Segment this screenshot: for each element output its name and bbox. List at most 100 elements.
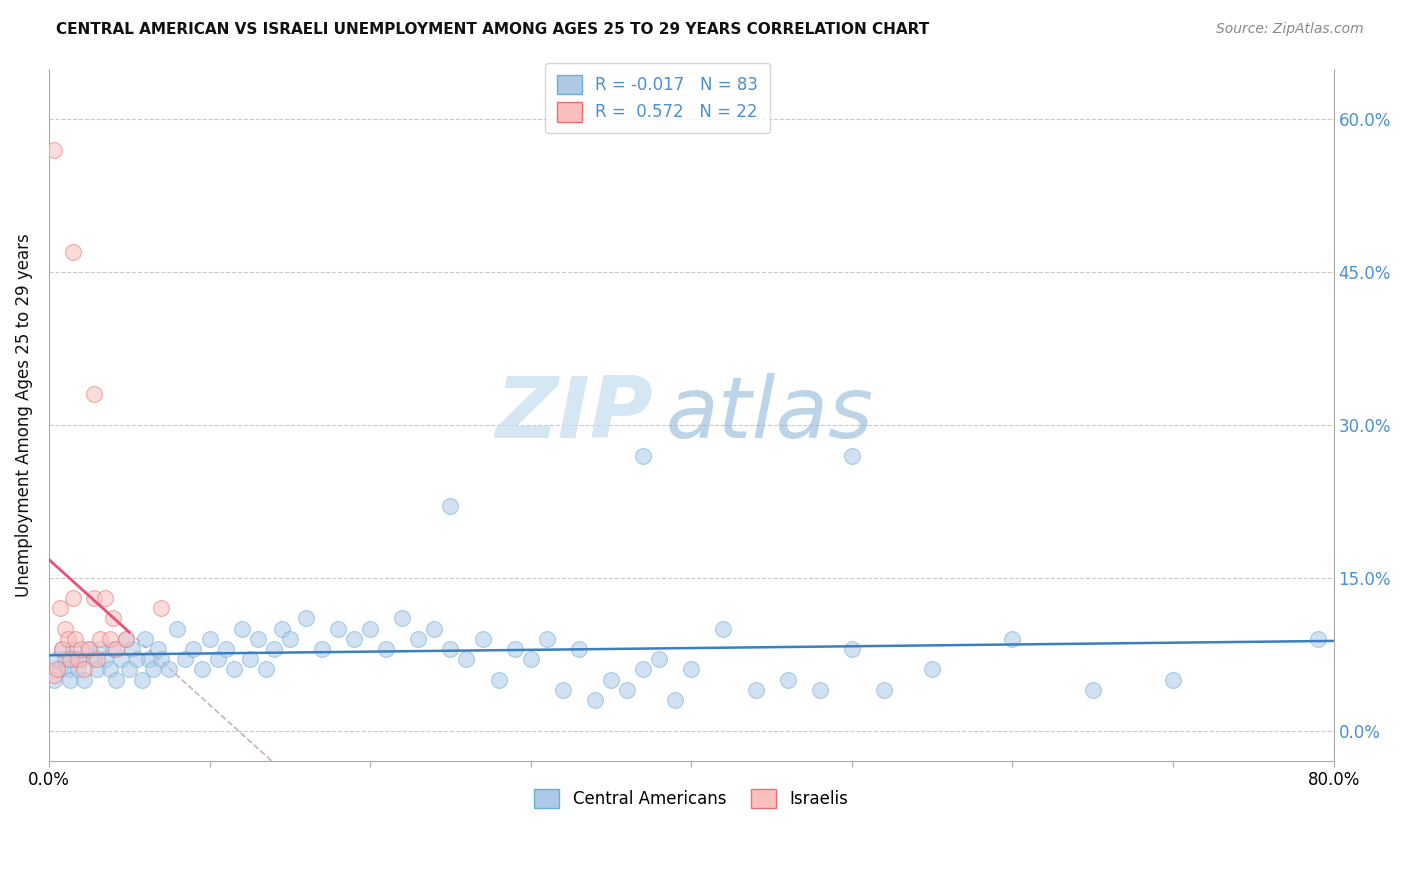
Point [873, 682, 896, 697]
Point [138, 652, 160, 666]
Point [157, 662, 180, 676]
Point [423, 622, 446, 636]
Point [270, 622, 292, 636]
Point [551, 682, 574, 697]
Point [311, 642, 333, 657]
Point [86, 652, 108, 666]
Point [63, 652, 86, 666]
Point [439, 500, 461, 514]
Point [121, 642, 143, 657]
Point [103, 611, 125, 625]
Point [73, 662, 96, 676]
Point [439, 642, 461, 657]
Point [58, 662, 80, 676]
Point [1161, 673, 1184, 687]
Point [583, 693, 606, 707]
Point [536, 632, 558, 646]
Point [94, 591, 117, 606]
Point [207, 652, 229, 666]
Point [62, 591, 84, 606]
Point [841, 642, 863, 657]
Point [49, 601, 72, 615]
Point [190, 662, 212, 676]
Point [73, 673, 96, 687]
Point [263, 642, 285, 657]
Point [246, 632, 269, 646]
Point [83, 387, 105, 401]
Point [359, 622, 381, 636]
Point [70, 642, 93, 657]
Point [66, 662, 89, 676]
Point [198, 632, 221, 646]
Point [1306, 632, 1329, 646]
Point [231, 622, 253, 636]
Point [391, 611, 413, 625]
Point [631, 449, 654, 463]
Point [110, 652, 132, 666]
Point [42, 673, 65, 687]
Point [166, 622, 188, 636]
Point [83, 652, 105, 666]
Point [150, 652, 173, 666]
Point [77, 642, 100, 657]
Point [503, 642, 526, 657]
Point [127, 652, 149, 666]
Point [664, 693, 686, 707]
Point [105, 642, 128, 657]
Point [921, 662, 943, 676]
Point [46, 662, 69, 676]
Point [841, 449, 863, 463]
Point [46, 652, 69, 666]
Point [744, 682, 766, 697]
Point [254, 662, 277, 676]
Point [326, 622, 349, 636]
Point [295, 611, 318, 625]
Point [134, 632, 156, 646]
Point [58, 632, 80, 646]
Point [600, 673, 623, 687]
Legend: Central Americans, Israelis: Central Americans, Israelis [527, 782, 855, 815]
Point [86, 662, 108, 676]
Text: Source: ZipAtlas.com: Source: ZipAtlas.com [1216, 22, 1364, 37]
Point [53, 622, 76, 636]
Point [98, 662, 121, 676]
Point [51, 642, 73, 657]
Point [94, 652, 117, 666]
Point [62, 642, 84, 657]
Point [808, 682, 831, 697]
Point [1001, 632, 1024, 646]
Point [51, 642, 73, 657]
Point [375, 642, 398, 657]
Point [77, 642, 100, 657]
Point [105, 673, 128, 687]
Point [214, 642, 236, 657]
Point [131, 673, 153, 687]
Point [488, 673, 510, 687]
Y-axis label: Unemployment Among Ages 25 to 29 years: Unemployment Among Ages 25 to 29 years [15, 233, 32, 597]
Point [174, 652, 197, 666]
Point [42, 143, 65, 157]
Point [408, 632, 430, 646]
Point [103, 642, 125, 657]
Point [142, 662, 165, 676]
Text: CENTRAL AMERICAN VS ISRAELI UNEMPLOYMENT AMONG AGES 25 TO 29 YEARS CORRELATION C: CENTRAL AMERICAN VS ISRAELI UNEMPLOYMENT… [56, 22, 929, 37]
Point [519, 652, 541, 666]
Point [66, 652, 89, 666]
Point [70, 652, 93, 666]
Point [222, 662, 245, 676]
Point [62, 244, 84, 259]
Point [471, 632, 494, 646]
Point [53, 652, 76, 666]
Point [776, 673, 799, 687]
Point [89, 642, 111, 657]
Point [146, 642, 169, 657]
Point [118, 662, 141, 676]
Point [568, 642, 591, 657]
Text: ZIP: ZIP [495, 373, 652, 457]
Point [1081, 682, 1104, 697]
Point [115, 632, 138, 646]
Point [278, 632, 301, 646]
Point [648, 652, 671, 666]
Point [183, 642, 205, 657]
Point [42, 667, 65, 681]
